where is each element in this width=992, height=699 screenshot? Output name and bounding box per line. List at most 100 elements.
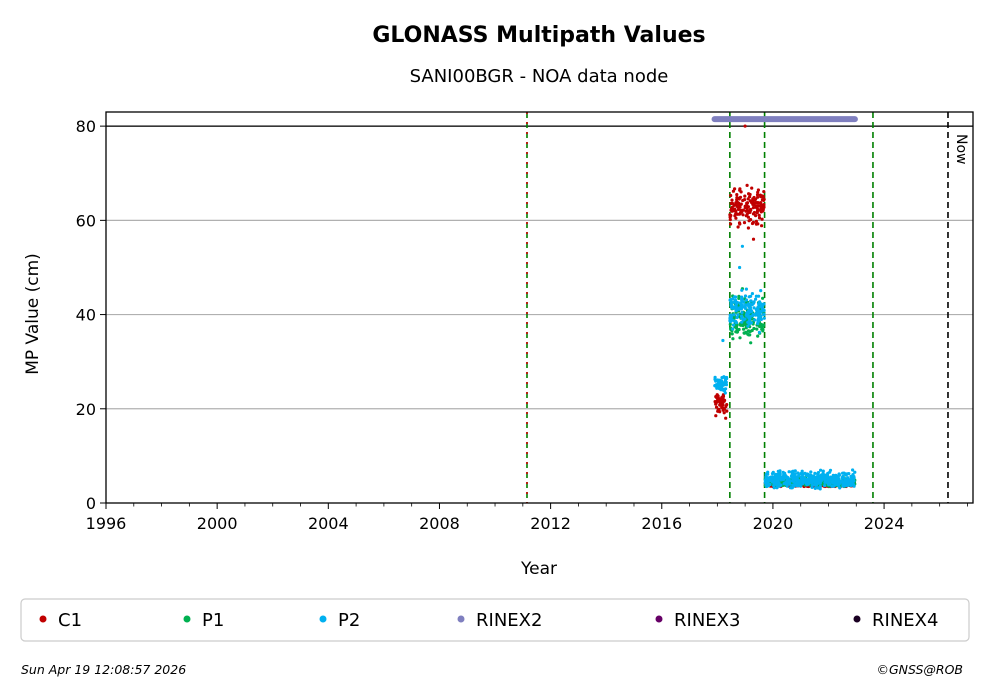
data-point-p2 <box>850 482 854 486</box>
data-point-p2 <box>776 478 780 483</box>
data-point-p2 <box>743 294 748 298</box>
data-point-p2 <box>743 306 748 310</box>
outlier-point-p2 <box>740 244 745 248</box>
data-point-p2 <box>846 476 850 480</box>
data-point-p2 <box>729 300 733 304</box>
x-tick-label: 2012 <box>530 514 571 533</box>
data-point-p2 <box>750 292 755 296</box>
now-marker-label: Now <box>953 134 969 165</box>
data-point-p2 <box>728 319 732 323</box>
data-point-p2 <box>789 474 794 478</box>
x-tick-label: 2004 <box>308 514 349 533</box>
data-point-p2 <box>759 317 764 321</box>
data-point-p2 <box>837 483 841 488</box>
legend-marker <box>39 615 47 623</box>
data-point-p1 <box>755 327 759 331</box>
data-point-p2 <box>851 468 855 472</box>
data-point-p2 <box>722 382 726 386</box>
data-point-p2 <box>841 476 845 480</box>
y-tick-label: 0 <box>86 494 96 513</box>
data-point-p1 <box>728 322 732 326</box>
data-point-p2 <box>724 376 728 380</box>
chart-subtitle: SANI00BGR - NOA data node <box>410 66 669 87</box>
data-point-p2 <box>752 306 756 310</box>
x-tick-label: 2000 <box>197 514 238 533</box>
data-point-p2 <box>723 379 728 383</box>
data-point-c1 <box>715 395 719 399</box>
legend-label: RINEX2 <box>476 610 542 631</box>
data-point-p2 <box>768 477 772 481</box>
legend-label: RINEX4 <box>872 610 938 631</box>
data-point-p2 <box>768 482 772 487</box>
chart-title: GLONASS Multipath Values <box>372 23 705 48</box>
data-point-p2 <box>776 469 780 473</box>
vertical-markers: Now <box>526 112 969 503</box>
data-point-c1 <box>735 193 739 197</box>
data-point-c1 <box>751 197 755 201</box>
data-point-p2 <box>757 302 761 306</box>
data-point-p2 <box>831 473 835 477</box>
data-point-p2 <box>719 387 723 392</box>
y-tick-label: 80 <box>76 117 96 136</box>
data-point-p2 <box>774 482 778 486</box>
data-point-c1 <box>744 209 748 213</box>
data-point-p2 <box>740 314 744 318</box>
data-point-c1 <box>720 405 724 409</box>
data-point-p2 <box>812 483 817 487</box>
data-point-c1 <box>743 194 747 198</box>
data-point-p2 <box>827 476 832 480</box>
data-point-c1 <box>741 213 745 217</box>
data-point-p2 <box>747 320 751 324</box>
data-point-p2 <box>745 312 749 316</box>
data-point-p1 <box>738 336 742 340</box>
legend-label: C1 <box>58 610 82 631</box>
data-point-p2 <box>817 478 821 482</box>
data-point-p2 <box>851 479 855 483</box>
y-axis: 0 20 40 60 80 <box>76 117 106 513</box>
data-point-c1 <box>751 201 755 205</box>
data-point-p2 <box>734 305 738 309</box>
data-point-c1 <box>738 203 742 207</box>
data-point-p2 <box>821 469 825 473</box>
data-point-c1 <box>762 203 766 207</box>
data-point-p2 <box>805 472 809 476</box>
data-point-c1 <box>737 197 741 201</box>
data-point-p1 <box>748 329 753 333</box>
data-point-c1 <box>751 212 756 216</box>
data-point-p2 <box>751 314 755 318</box>
data-point-c1 <box>756 201 760 205</box>
y-axis-label: MP Value (cm) <box>23 253 43 375</box>
data-point-p2 <box>760 306 764 310</box>
legend-item-rinex4: RINEX4 <box>853 610 938 631</box>
data-point-c1 <box>746 226 751 230</box>
data-point-c1 <box>729 193 733 198</box>
data-point-p2 <box>746 324 750 328</box>
data-point-c1 <box>714 402 718 406</box>
data-point-p2 <box>756 307 760 312</box>
data-point-p2 <box>791 469 795 473</box>
data-point-c1 <box>754 219 759 223</box>
y-tick-label: 40 <box>76 306 96 325</box>
data-point-c1 <box>722 411 726 415</box>
data-point-p1 <box>735 328 739 332</box>
data-point-p2 <box>736 313 740 317</box>
data-point-p2 <box>792 480 796 484</box>
data-point-p2 <box>770 472 775 476</box>
data-point-p2 <box>834 473 838 477</box>
data-point-p2 <box>764 472 768 476</box>
data-point-p2 <box>825 475 829 479</box>
plot-frame <box>105 111 974 504</box>
data-point-p2 <box>851 473 855 477</box>
data-point-p2 <box>810 481 814 485</box>
data-point-c1 <box>745 183 749 187</box>
data-point-p2 <box>823 484 827 488</box>
data-point-p2 <box>759 310 763 314</box>
legend-item-c1: C1 <box>39 610 82 631</box>
data-point-c1 <box>750 186 754 190</box>
outlier-point-p2 <box>738 265 742 270</box>
data-point-p2 <box>826 471 830 475</box>
data-point-p2 <box>772 478 776 482</box>
data-point-p2 <box>838 486 842 490</box>
data-point-c1 <box>732 208 736 212</box>
data-point-p2 <box>748 302 753 306</box>
